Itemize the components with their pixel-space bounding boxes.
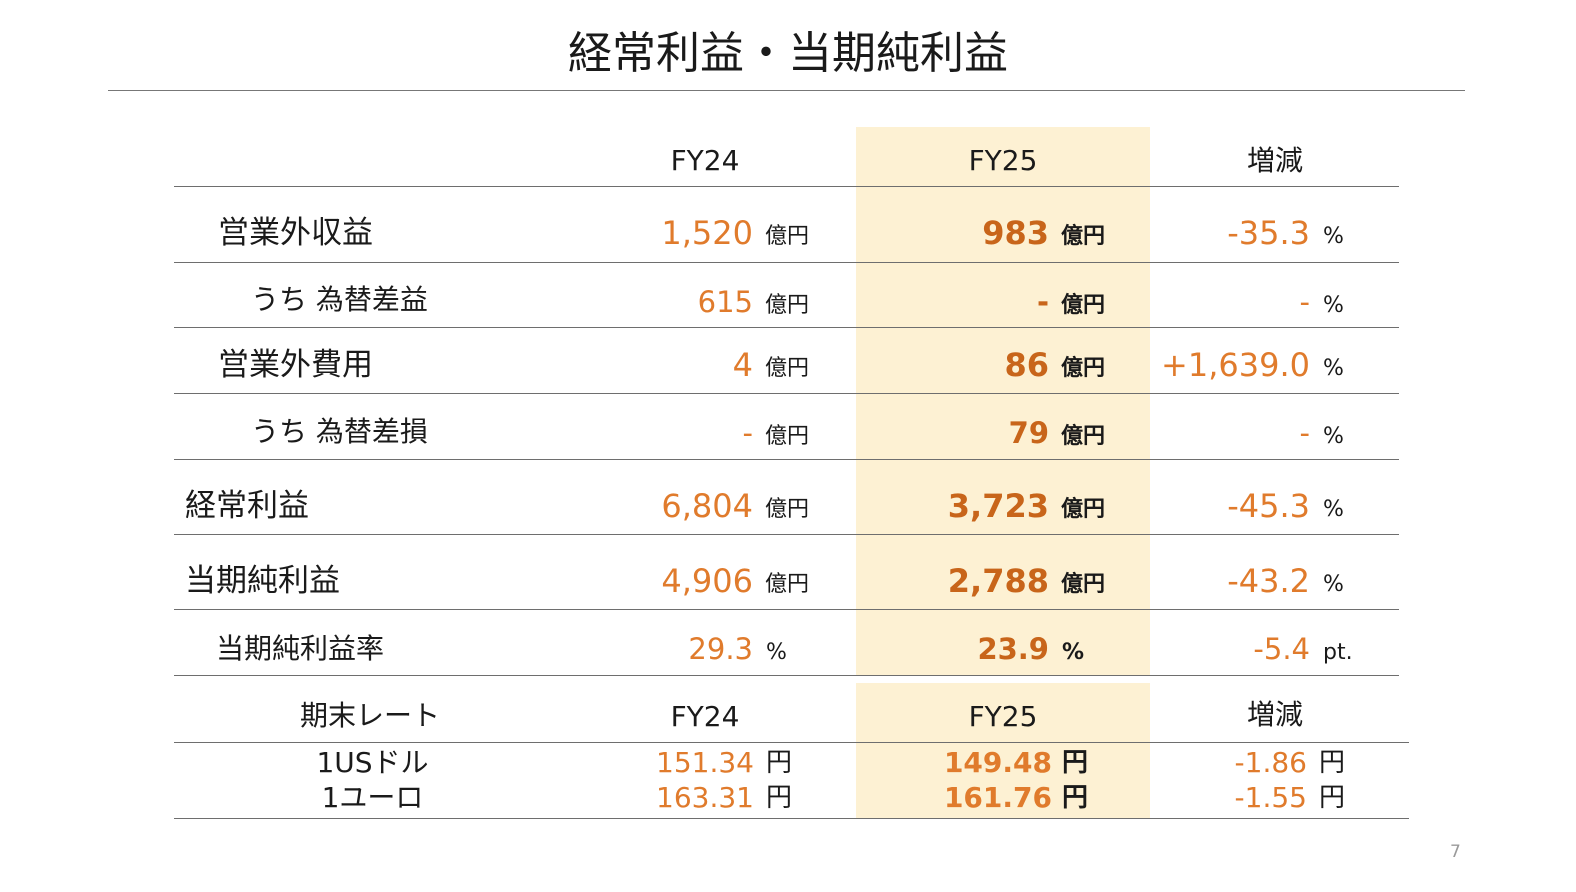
change-unit: %	[1323, 572, 1344, 597]
fy24-unit: 億円	[765, 424, 810, 449]
fy24-unit: %	[766, 640, 787, 665]
change-unit: %	[1323, 224, 1344, 249]
fx-unit: 円	[1319, 783, 1346, 813]
fy25-highlight-column	[856, 127, 1150, 675]
fy24-value: 1,520	[661, 214, 753, 252]
fy25-value: -	[1036, 285, 1049, 319]
fy24-value: 4,906	[661, 562, 753, 600]
page-title: 経常利益・当期純利益	[568, 28, 1008, 79]
header-fy25: FY25	[968, 144, 1038, 177]
fy25-value: 79	[1008, 416, 1049, 450]
fy25-unit: 億円	[1061, 293, 1106, 318]
fy24-value: -	[742, 416, 753, 450]
fx-header-fy24: FY24	[670, 700, 740, 733]
fx-header-change: 増減	[1246, 698, 1303, 731]
fx-fy24-eur: 163.31	[656, 781, 754, 814]
fy24-value: 6,804	[661, 487, 753, 525]
fy25-value: 86	[1004, 346, 1049, 384]
fy25-unit: 億円	[1061, 572, 1106, 597]
fy25-unit: 億円	[1061, 424, 1106, 449]
fx-label-usd: 1USドル	[316, 746, 429, 779]
fx-unit: 円	[1062, 748, 1089, 778]
row-rule	[174, 393, 1399, 394]
change-unit: %	[1323, 293, 1344, 318]
fy24-value: 615	[697, 285, 753, 319]
change-unit: %	[1323, 424, 1344, 449]
row-rule	[174, 534, 1399, 535]
fy25-unit: 億円	[1061, 497, 1106, 522]
row-label-fx-gain: うち 為替差益	[251, 283, 428, 316]
header-rule	[174, 186, 1399, 187]
change-unit: pt.	[1323, 640, 1353, 665]
fy24-unit: 億円	[765, 356, 810, 381]
fx-fy24-usd: 151.34	[656, 746, 754, 779]
row-label-net-income-margin: 当期純利益率	[216, 632, 385, 665]
change-value: -43.2	[1227, 562, 1310, 600]
change-unit: %	[1323, 356, 1344, 381]
change-unit: %	[1323, 497, 1344, 522]
fy25-unit: %	[1062, 640, 1085, 665]
row-label-non-operating-expenses: 営業外費用	[218, 347, 373, 383]
fx-unit: 円	[766, 783, 793, 813]
change-value: -35.3	[1227, 214, 1310, 252]
fy24-value: 29.3	[688, 632, 753, 666]
header-fy24: FY24	[670, 144, 740, 177]
fy24-unit: 億円	[765, 497, 810, 522]
fy25-value: 2,788	[947, 562, 1049, 600]
row-label-fx-loss: うち 為替差損	[251, 415, 428, 448]
change-value: -	[1299, 285, 1310, 319]
fy24-unit: 億円	[765, 224, 810, 249]
change-value: +1,639.0	[1161, 346, 1310, 384]
fx-change-usd: -1.86	[1234, 746, 1307, 779]
fy24-value: 4	[732, 346, 753, 384]
fx-unit: 円	[766, 748, 793, 778]
fx-unit: 円	[1319, 748, 1346, 778]
fx-fy25-eur: 161.76	[943, 781, 1052, 814]
fy24-unit: 億円	[765, 572, 810, 597]
header-change: 増減	[1246, 144, 1303, 177]
row-rule	[174, 327, 1399, 328]
fx-unit: 円	[1062, 783, 1089, 813]
title-divider	[108, 90, 1465, 91]
fx-bottom-rule	[174, 818, 1409, 819]
row-rule	[174, 459, 1399, 460]
fy25-value: 23.9	[977, 632, 1049, 666]
fy25-value: 3,723	[947, 487, 1049, 525]
fx-fy25-usd: 149.48	[943, 746, 1052, 779]
change-value: -5.4	[1253, 632, 1310, 666]
row-label-ordinary-profit: 経常利益	[185, 488, 309, 524]
fx-header-label: 期末レート	[299, 699, 440, 732]
fy25-value: 983	[982, 214, 1049, 252]
fx-header-rule	[174, 742, 1409, 743]
fy25-fx-highlight-column	[856, 683, 1150, 819]
fx-change-eur: -1.55	[1234, 781, 1307, 814]
row-label-net-income: 当期純利益	[185, 563, 340, 599]
row-rule	[174, 262, 1399, 263]
row-rule	[174, 675, 1399, 676]
fx-label-eur: 1ユーロ	[321, 781, 424, 814]
page-number: 7	[1450, 842, 1461, 862]
fy24-unit: 億円	[765, 293, 810, 318]
change-value: -45.3	[1227, 487, 1310, 525]
fx-header-fy25: FY25	[968, 700, 1038, 733]
fy25-unit: 億円	[1061, 356, 1106, 381]
fy25-unit: 億円	[1061, 224, 1106, 249]
change-value: -	[1299, 416, 1310, 450]
row-rule	[174, 609, 1399, 610]
row-label-non-operating-income: 営業外収益	[218, 215, 373, 251]
